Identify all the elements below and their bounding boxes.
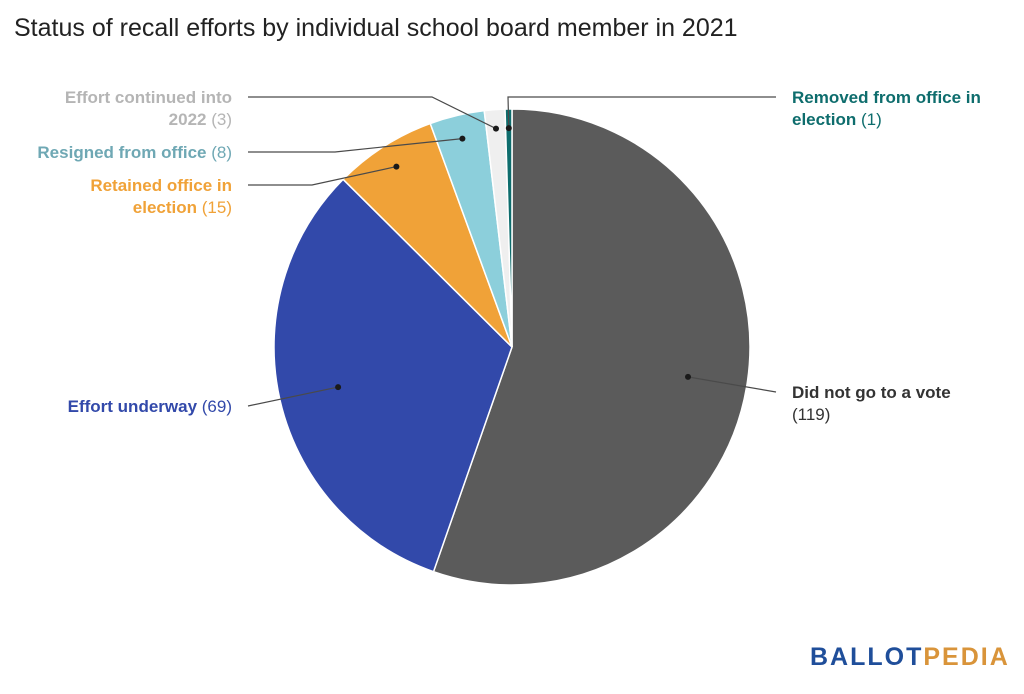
slice-label: Effort underway (69) [68,397,232,416]
leader-line [248,96,497,130]
slice-label: Removed from office in election (1) [792,88,981,129]
chart-title: Status of recall efforts by individual s… [14,14,738,42]
pie-slice [273,178,513,573]
leader-line [687,376,777,393]
ballotpedia-logo: BALLOTPEDIA [810,643,1010,672]
brand-part-1: BALLOT [810,643,924,671]
leader-line [507,96,776,129]
leader-dot [505,125,512,132]
slice-label: Retained office in election (15) [90,176,232,217]
leader-dot [459,135,466,142]
slice-label: Effort continued into 2022 (3) [65,88,232,129]
slice-label: Resigned from office (8) [37,143,232,162]
leader-dot [685,373,691,380]
slice-label: Did not go to a vote (119) [792,383,951,424]
leader-line [247,386,339,407]
leader-dot [493,125,499,132]
leader-dot [393,163,400,170]
leader-dot [335,384,342,391]
brand-part-2: PEDIA [923,643,1010,671]
leader-line [248,138,463,153]
leader-line [248,166,397,186]
